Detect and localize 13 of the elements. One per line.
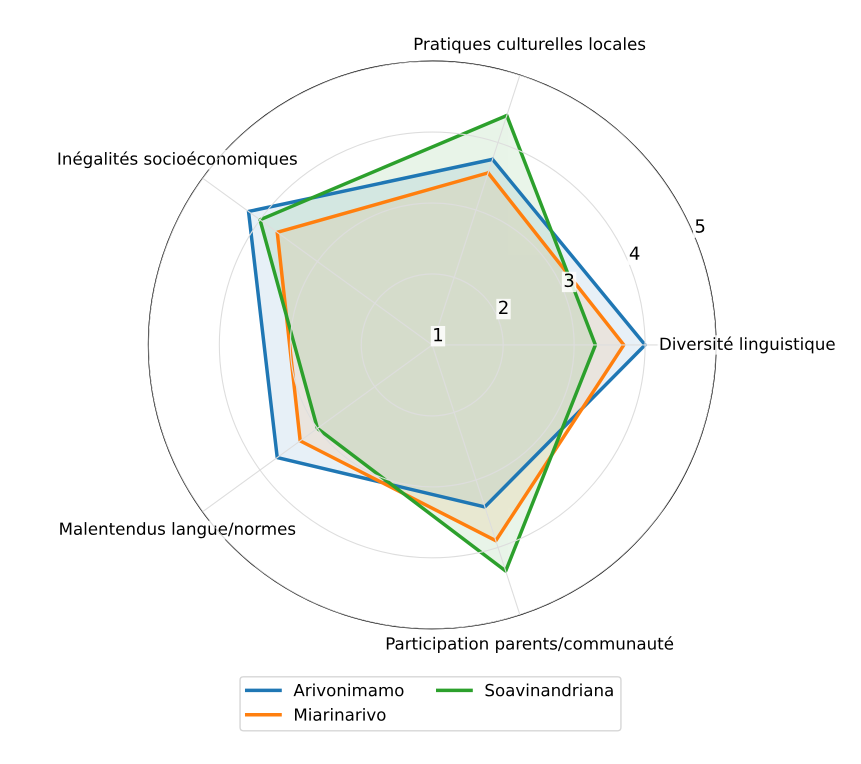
spoke-label: Diversité linguistique	[660, 336, 835, 354]
y-tick-label: 1	[434, 328, 442, 342]
y-tick-label: 3	[564, 273, 574, 288]
spoke-label: Malentendus langue/normes	[60, 522, 296, 538]
y-tick-label: 2	[499, 300, 508, 314]
y-tick-label: 5	[696, 219, 704, 233]
legend-label: Soavinandriana	[486, 684, 613, 696]
legend-label: Miarinarivo	[295, 708, 386, 721]
legend-label: Arivonimamo	[294, 684, 404, 696]
spoke-label: Pratiques culturelles locales	[414, 37, 646, 54]
spoke-label: Participation parents/communauté	[386, 636, 674, 653]
spoke-label: Inégalités socioéconomiques	[58, 151, 297, 168]
y-tick-label: 4	[630, 246, 640, 260]
